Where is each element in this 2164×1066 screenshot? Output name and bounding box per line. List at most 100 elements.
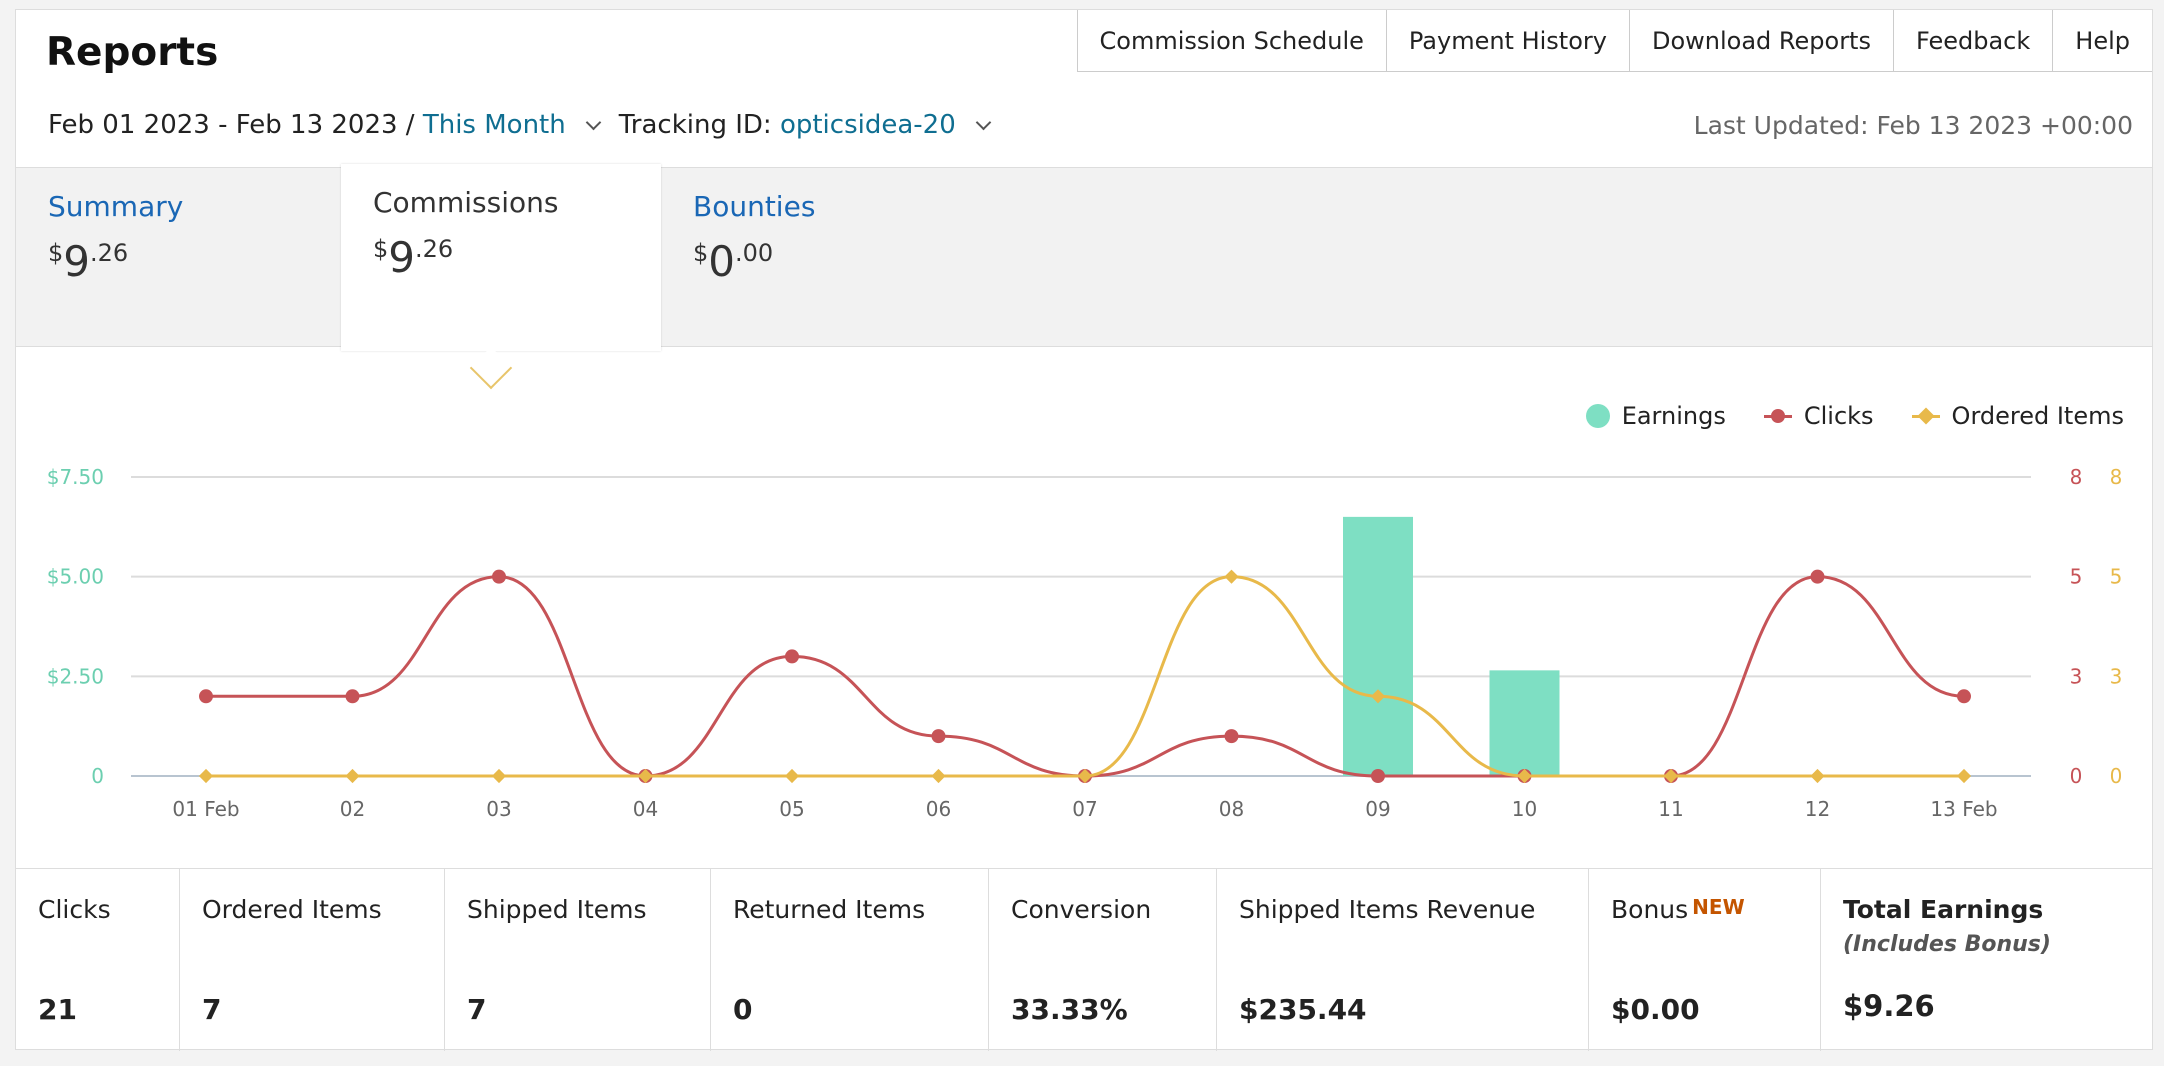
- x-axis-tick-label: 11: [1658, 797, 1683, 821]
- help-button[interactable]: Help: [2053, 10, 2152, 71]
- ordered-items-point: [1370, 689, 1386, 704]
- clicks-point: [345, 689, 360, 704]
- right-axis-tick-label-orders: 0: [2110, 764, 2123, 788]
- currency-symbol: $: [373, 235, 389, 263]
- ordered-items-line: [206, 575, 1964, 778]
- legend-label: Earnings: [1621, 402, 1726, 430]
- stat-label: Ordered Items: [202, 895, 382, 924]
- clicks-point: [785, 649, 799, 664]
- amount-whole: 9: [63, 237, 91, 286]
- amount-whole: 9: [388, 233, 416, 282]
- earnings-bar: [1489, 670, 1560, 776]
- tab-summary[interactable]: Summary $9.26: [16, 168, 341, 348]
- stat-label: Shipped Items: [467, 895, 647, 924]
- left-axis-tick-label: $7.50: [47, 465, 104, 489]
- left-axis-tick-label: $5.00: [47, 565, 104, 589]
- earnings-chart: Earnings Clicks Ordered Items 0 0 0 $2.50 3 3…: [16, 350, 2152, 870]
- stat-label: Returned Items: [733, 895, 926, 924]
- feedback-button[interactable]: Feedback: [1893, 10, 2054, 71]
- clicks-point: [199, 689, 213, 704]
- stat-value: $235.44: [1239, 993, 1367, 1026]
- stats-row: Clicks 21 Ordered Items 7 Shipped Items …: [16, 868, 2152, 1051]
- stat-total-earnings: Total Earnings (Includes Bonus) $9.26: [1821, 869, 2152, 1051]
- stat-label: Clicks: [38, 895, 111, 924]
- payment-history-button[interactable]: Payment History: [1386, 10, 1630, 71]
- earnings-bar: [1343, 516, 1413, 776]
- stat-clicks: Clicks 21: [16, 869, 180, 1051]
- stat-label: Bonus NEW: [1611, 895, 1798, 924]
- tab-amount: $9.26: [373, 233, 629, 282]
- ordered-items-point: [1810, 768, 1825, 784]
- right-axis-tick-label-orders: 3: [2110, 664, 2123, 688]
- tracking-id-dropdown[interactable]: opticsidea-20: [779, 110, 956, 140]
- legend-ordered-items[interactable]: Ordered Items: [1911, 402, 2124, 430]
- commission-schedule-button[interactable]: Commission Schedule: [1077, 10, 1387, 71]
- chevron-down-icon[interactable]: [585, 114, 602, 130]
- legend-earnings[interactable]: Earnings: [1585, 402, 1726, 430]
- amount-cents: .26: [415, 235, 454, 263]
- tab-amount: $9.26: [48, 237, 309, 286]
- tab-amount: $0.00: [693, 237, 959, 286]
- tracking-label: Tracking ID:: [618, 110, 772, 140]
- tab-label: Commissions: [373, 186, 559, 219]
- x-axis-tick-label: 13 Feb: [1930, 797, 1997, 821]
- ordered-items-point: [198, 768, 214, 784]
- stat-bonus: Bonus NEW $0.00: [1589, 869, 1821, 1051]
- x-axis-tick-label: 12: [1805, 797, 1830, 821]
- currency-symbol: $: [693, 239, 709, 267]
- stat-value: 7: [202, 993, 222, 1026]
- tab-label: Summary: [48, 190, 184, 223]
- x-axis-tick-label: 06: [926, 797, 951, 821]
- x-axis-tick-label: 04: [633, 797, 658, 821]
- clicks-point: [1810, 569, 1825, 584]
- stat-label: Shipped Items Revenue: [1239, 895, 1536, 924]
- stat-shipped-items: Shipped Items 7: [445, 869, 711, 1051]
- x-axis-tick-label: 09: [1365, 797, 1390, 821]
- ordered-items-point: [1077, 768, 1093, 784]
- amount-whole: 0: [708, 237, 736, 286]
- stat-ordered-items: Ordered Items 7: [180, 869, 445, 1051]
- chevron-down-icon[interactable]: [975, 114, 992, 130]
- right-axis-tick-label-clicks: 5: [2070, 565, 2083, 589]
- ordered-items-point: [1517, 768, 1532, 784]
- download-reports-button[interactable]: Download Reports: [1629, 10, 1894, 71]
- stat-value: 33.33%: [1011, 993, 1128, 1026]
- stat-value: 7: [467, 993, 487, 1026]
- report-tabs: Summary $9.26 Commissions $9.26 Bounties…: [16, 164, 2152, 351]
- x-axis-tick-label: 02: [340, 797, 365, 821]
- ordered-items-point: [638, 768, 653, 784]
- date-range-text: Feb 01 2023 - Feb 13 2023 /: [48, 110, 415, 140]
- right-axis-tick-label-clicks: 0: [2070, 764, 2083, 788]
- stat-value: 0: [733, 993, 753, 1026]
- tab-label: Bounties: [693, 190, 816, 223]
- chart-canvas: 0 0 0 $2.50 3 3 $5.00 5 5 $7.50 8 8 01 Feb 02 03 04 05 06…: [47, 465, 2123, 821]
- right-axis-tick-label-clicks: 8: [2070, 465, 2083, 489]
- clicks-point: [1224, 729, 1239, 744]
- stat-value: 21: [38, 993, 77, 1026]
- period-dropdown[interactable]: This Month: [422, 110, 566, 140]
- ordered-items-point: [1224, 569, 1239, 584]
- ordered-items-point: [491, 768, 507, 784]
- ordered-items-point: [345, 768, 360, 784]
- clicks-point: [492, 569, 506, 584]
- stat-value: $9.26: [1843, 989, 1935, 1023]
- new-badge: NEW: [1692, 895, 1745, 919]
- left-axis-tick-label: $2.50: [47, 664, 104, 688]
- clicks-point: [931, 729, 946, 744]
- tab-bounties[interactable]: Bounties $0.00: [661, 168, 991, 348]
- legend-clicks[interactable]: Clicks: [1763, 402, 1874, 430]
- amount-cents: .26: [90, 239, 129, 267]
- x-axis-tick-label: 01 Feb: [172, 797, 239, 821]
- reports-panel: Reports Commission Schedule Payment Hist…: [15, 9, 2153, 1051]
- clicks-point: [1957, 689, 1971, 704]
- x-axis-tick-label: 03: [486, 797, 511, 821]
- tab-commissions[interactable]: Commissions $9.26: [341, 164, 661, 351]
- currency-symbol: $: [48, 239, 64, 267]
- clicks-swatch: [1763, 408, 1792, 423]
- stat-conversion: Conversion 33.33%: [989, 869, 1217, 1051]
- ordered-items-point: [931, 768, 946, 784]
- stat-label: Conversion: [1011, 895, 1152, 924]
- last-updated: Last Updated: Feb 13 2023 +00:00: [1693, 111, 2133, 140]
- stat-returned-items: Returned Items 0: [711, 869, 989, 1051]
- ordered-items-swatch: [1911, 407, 1940, 424]
